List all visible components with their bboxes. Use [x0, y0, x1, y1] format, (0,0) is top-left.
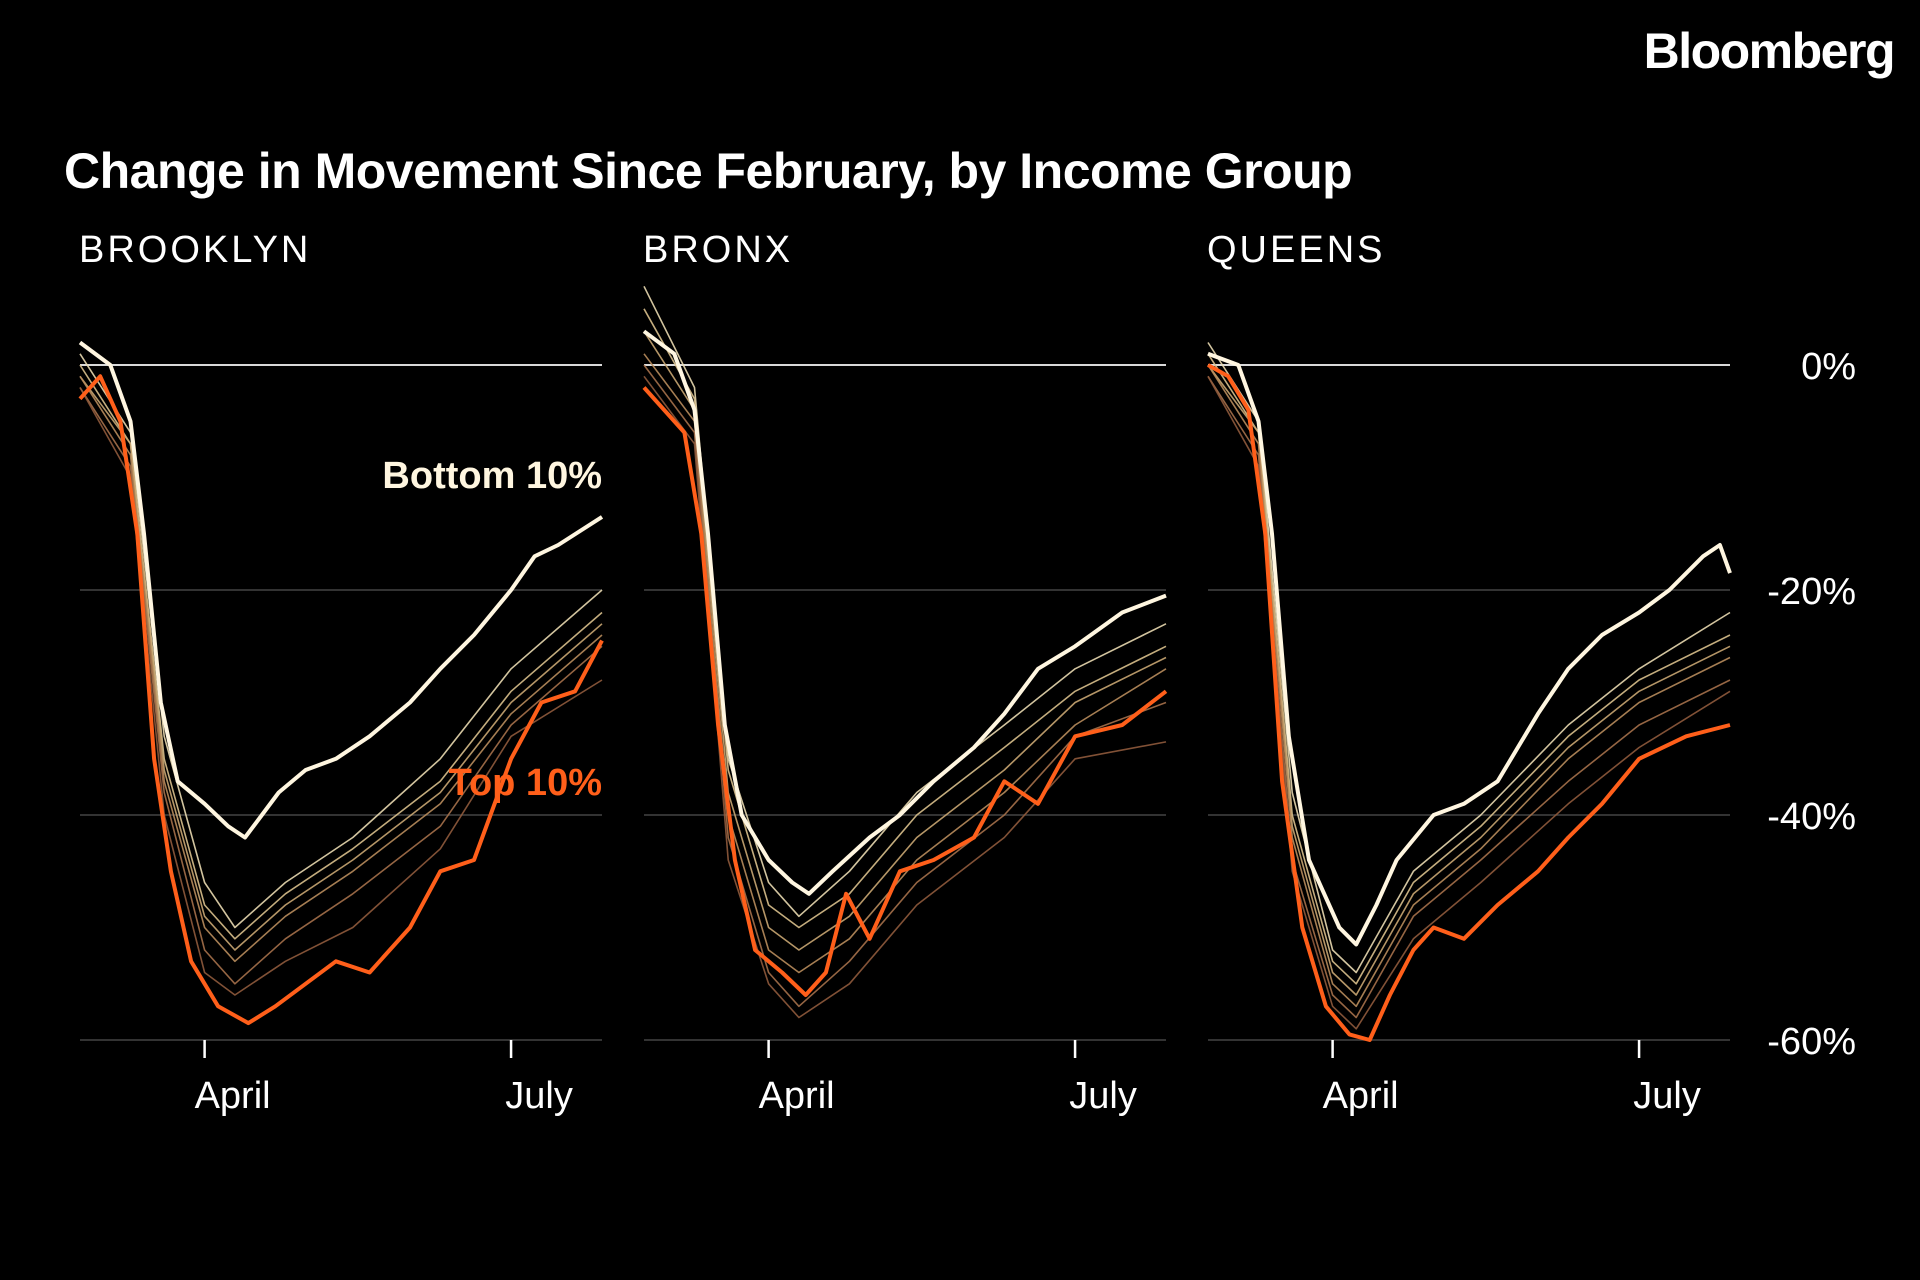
x-tick-label: April	[195, 1075, 271, 1117]
series-line-middle	[79, 353, 603, 929]
panel-bronx: BRONX April July	[642, 229, 1168, 1117]
x-tick-label: April	[759, 1075, 835, 1117]
x-tick-label: July	[505, 1075, 573, 1117]
x-tick-label: April	[1323, 1075, 1399, 1117]
y-tick-label: -40%	[1767, 796, 1856, 838]
y-tick-label: -20%	[1767, 571, 1856, 613]
series-line-bottom-10	[642, 329, 1167, 896]
bloomberg-logo: Bloomberg	[1643, 23, 1896, 79]
annotation-bottom-10: Bottom 10%	[382, 455, 602, 497]
chart-title: Change in Movement Since February, by In…	[64, 143, 1353, 199]
series-line-middle	[79, 375, 603, 963]
annotation-top-10: Top 10%	[449, 762, 602, 804]
series-line-middle	[643, 353, 1167, 974]
panel-label: BRONX	[643, 229, 793, 271]
series-line-middle	[643, 285, 1167, 918]
series-line-bottom-10	[1207, 351, 1732, 947]
x-tick-label: July	[1633, 1075, 1701, 1117]
series-line-middle	[1207, 364, 1731, 1008]
panel-brooklyn: BROOKLYN April July	[78, 229, 604, 1117]
panel-label: QUEENS	[1207, 229, 1385, 271]
series-line-middle	[79, 387, 603, 985]
series-line-middle	[643, 330, 1167, 951]
series-line-middle	[1207, 342, 1731, 974]
series-line-top-10	[78, 374, 604, 1026]
x-tick-label: July	[1069, 1075, 1137, 1117]
panel-label: BROOKLYN	[79, 229, 311, 271]
series-line-middle	[1207, 353, 1731, 985]
y-tick-label: -60%	[1767, 1021, 1856, 1063]
series-line-middle	[79, 375, 603, 951]
series-line-top-10	[642, 386, 1168, 997]
series-line-middle	[79, 364, 603, 940]
series-line-bottom-10	[78, 340, 604, 840]
series-line-top-10	[1207, 363, 1731, 1042]
series-line-middle	[1207, 364, 1731, 996]
panel-queens: QUEENS April July	[1207, 229, 1732, 1117]
y-tick-label: 0%	[1801, 346, 1856, 388]
series-line-middle	[643, 308, 1167, 929]
